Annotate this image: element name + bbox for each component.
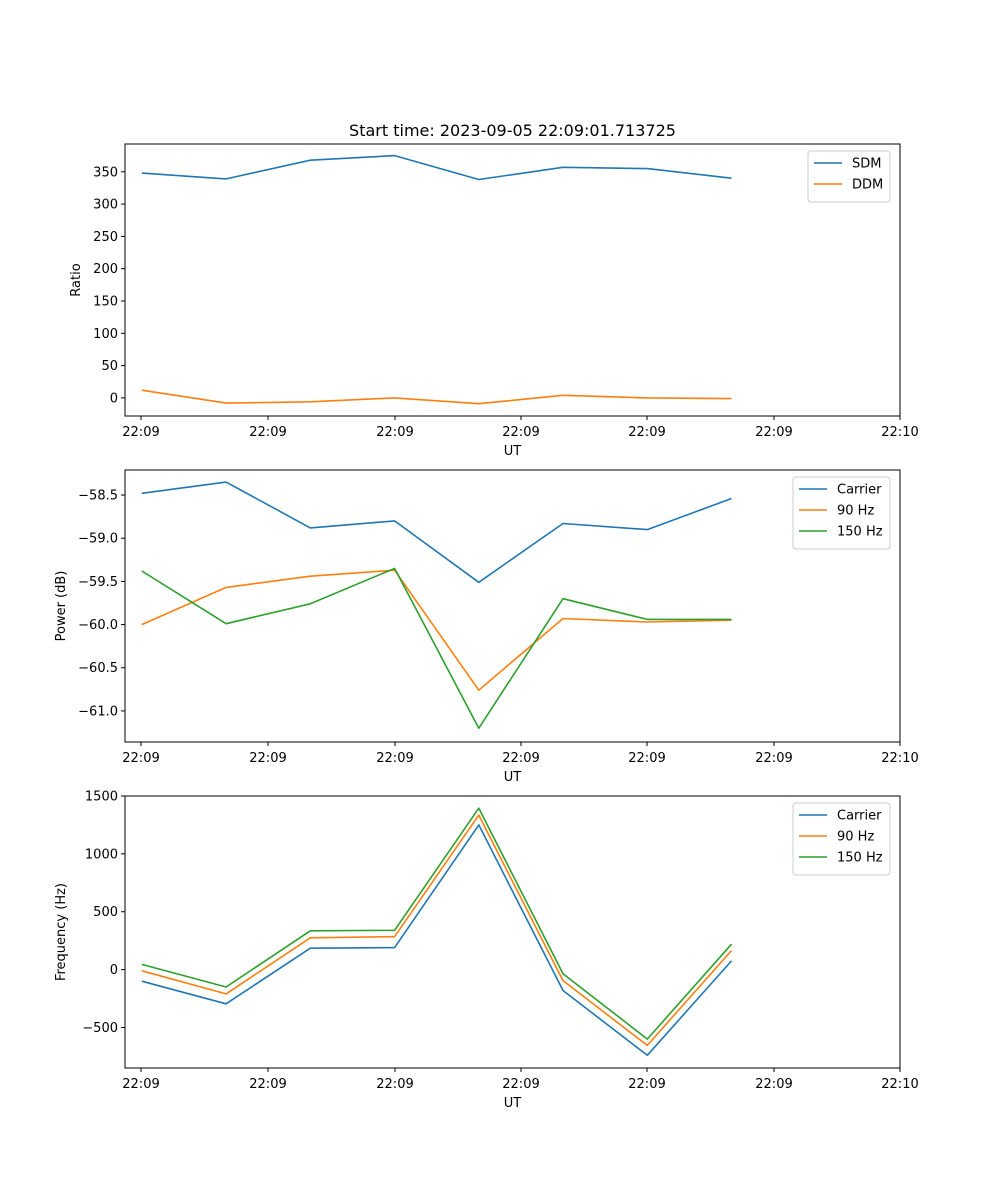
x-tick-label: 22:09 xyxy=(755,751,792,766)
series-line-150-hz xyxy=(141,567,732,730)
x-axis-label: UT xyxy=(504,444,522,459)
y-tick-label: 0 xyxy=(110,963,118,978)
y-tick-label: 0 xyxy=(110,391,118,406)
y-axis-label: Power (dB) xyxy=(54,571,69,642)
y-tick-label: −500 xyxy=(82,1021,118,1036)
legend-label: 150 Hz xyxy=(837,525,883,540)
legend-label: Carrier xyxy=(837,809,882,824)
plot-frame xyxy=(124,143,901,417)
series-line-sdm xyxy=(141,154,732,181)
series-line-150-hz xyxy=(141,807,733,1040)
y-tick-label: −59.5 xyxy=(78,575,118,590)
y-tick-label: −60.5 xyxy=(78,661,118,676)
y-tick-label: 200 xyxy=(93,262,118,277)
legend-label: DDM xyxy=(852,178,883,193)
x-tick-label: 22:09 xyxy=(502,425,539,440)
x-tick-label: 22:09 xyxy=(755,1077,792,1092)
x-tick-label: 22:09 xyxy=(502,751,539,766)
plot-frame xyxy=(124,795,901,1069)
x-tick-label: 22:09 xyxy=(628,425,665,440)
series-line-carrier xyxy=(141,824,733,1057)
x-tick-label: 22:09 xyxy=(249,751,286,766)
series-line-90-hz xyxy=(141,569,732,692)
y-tick-label: 350 xyxy=(93,165,118,180)
y-tick-label: 300 xyxy=(93,198,118,213)
chart-title: Start time: 2023-09-05 22:09:01.713725 xyxy=(349,121,676,140)
series-line-carrier xyxy=(141,481,732,584)
x-tick-label: 22:10 xyxy=(881,751,918,766)
x-tick-label: 22:10 xyxy=(881,1077,918,1092)
x-tick-label: 22:09 xyxy=(755,425,792,440)
y-axis-label: Ratio xyxy=(69,263,84,296)
y-tick-label: 50 xyxy=(101,359,118,374)
legend-label: 150 Hz xyxy=(837,851,883,866)
series-line-ddm xyxy=(141,389,732,405)
x-tick-label: 22:09 xyxy=(122,1077,159,1092)
x-tick-label: 22:09 xyxy=(249,425,286,440)
plot-frame xyxy=(124,469,901,743)
y-tick-label: −60.0 xyxy=(78,618,118,633)
legend-label: 90 Hz xyxy=(837,504,874,519)
y-tick-label: 250 xyxy=(93,230,118,245)
frequency-panel: −500 0 500 1000 1500 22:09 22:09 22:09 22:09 22:0… xyxy=(54,790,919,1112)
x-tick-label: 22:09 xyxy=(376,1077,413,1092)
series-line-90-hz xyxy=(141,814,733,1047)
y-tick-label: −61.0 xyxy=(78,704,118,719)
x-tick-label: 22:09 xyxy=(122,425,159,440)
x-tick-label: 22:09 xyxy=(376,425,413,440)
x-axis-label: UT xyxy=(504,770,522,785)
x-tick-label: 22:09 xyxy=(628,1077,665,1092)
legend-label: SDM xyxy=(852,157,881,172)
x-tick-label: 22:10 xyxy=(881,425,918,440)
y-tick-label: 1000 xyxy=(85,847,118,862)
ratio-panel: Start time: 2023-09-05 22:09:01.713725 0 5… xyxy=(69,121,919,459)
y-tick-label: −58.5 xyxy=(78,489,118,504)
legend-label: 90 Hz xyxy=(837,830,874,845)
power-panel: −61.0 −60.5 −60.0 −59.5 −59.0 −58.5 22:09 22:09… xyxy=(54,469,919,785)
x-tick-label: 22:09 xyxy=(376,751,413,766)
x-tick-label: 22:09 xyxy=(122,751,159,766)
x-tick-label: 22:09 xyxy=(249,1077,286,1092)
y-tick-label: 500 xyxy=(93,905,118,920)
y-tick-label: 100 xyxy=(93,327,118,342)
y-tick-label: −59.0 xyxy=(78,532,118,547)
y-axis-label: Frequency (Hz) xyxy=(54,883,69,981)
x-axis-label: UT xyxy=(504,1096,522,1111)
y-tick-label: 150 xyxy=(93,294,118,309)
x-tick-label: 22:09 xyxy=(628,751,665,766)
legend-label: Carrier xyxy=(837,483,882,498)
y-tick-label: 1500 xyxy=(85,790,118,805)
x-tick-label: 22:09 xyxy=(502,1077,539,1092)
